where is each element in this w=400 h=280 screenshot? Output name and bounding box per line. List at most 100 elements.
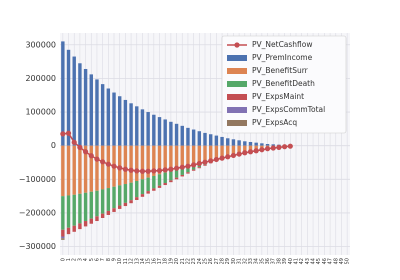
bar (254, 145, 258, 150)
bar (231, 145, 236, 154)
line-marker (173, 165, 180, 171)
legend-label: PV_NetCashflow (252, 40, 313, 49)
bar (191, 169, 196, 171)
bar (61, 145, 65, 197)
line-marker (264, 146, 271, 152)
bar (129, 145, 133, 183)
bar (163, 172, 167, 184)
line-marker (242, 150, 248, 156)
bar (243, 141, 247, 146)
bar (146, 191, 150, 194)
bar (186, 165, 190, 173)
x-tick-label: 45 (316, 258, 322, 264)
x-tick-label: 47 (328, 258, 334, 264)
bar (146, 177, 150, 192)
line-marker (65, 130, 72, 136)
bar (180, 174, 184, 177)
bar (89, 218, 93, 224)
bar (112, 208, 116, 212)
x-tick-label: 9 (112, 258, 118, 261)
legend-swatch (227, 55, 247, 61)
x-tick-label: 34 (254, 258, 260, 264)
bar (152, 145, 156, 176)
bar (135, 106, 139, 146)
legend-swatch (227, 107, 247, 113)
legend-label: PV_BenefitDeath (252, 79, 315, 88)
legend-label: PV_ExpsMaint (252, 92, 304, 101)
bar (135, 197, 139, 201)
bar (83, 221, 88, 227)
x-tick-label: 22 (185, 258, 191, 264)
line-marker (247, 149, 254, 155)
bar (106, 188, 111, 211)
bar (112, 92, 116, 146)
bar (197, 131, 202, 146)
x-tick-label: 35 (259, 258, 265, 264)
bar (157, 185, 162, 188)
x-tick-label: 32 (242, 258, 248, 264)
bar (174, 123, 179, 146)
bar (174, 169, 179, 178)
x-tick-label: 21 (180, 258, 186, 264)
bar (226, 138, 230, 146)
bar (106, 210, 111, 215)
bar (237, 140, 241, 146)
bar (83, 68, 88, 146)
x-tick-label: 10 (117, 258, 123, 264)
x-tick-label: 24 (197, 258, 203, 264)
bar (61, 196, 65, 230)
line-marker (287, 143, 293, 149)
bar (118, 96, 122, 146)
bar (248, 145, 253, 151)
x-tick-label: 0 (60, 258, 66, 261)
legend-swatch (227, 120, 247, 126)
line-marker (179, 164, 185, 170)
bar (66, 49, 71, 146)
bar (220, 136, 224, 146)
line-marker (134, 168, 140, 174)
legend-label: PV_ExpsCommTotal (252, 105, 325, 114)
x-tick-label: 30 (231, 258, 237, 264)
bar (197, 167, 202, 169)
bar (95, 145, 99, 191)
x-tick-label: 25 (203, 258, 209, 264)
bar (66, 145, 71, 196)
bar (271, 144, 275, 146)
y-tick-label: −300000 (19, 242, 56, 251)
x-tick-label: 3 (77, 258, 83, 261)
bar (157, 174, 162, 186)
bar (123, 145, 128, 185)
bar (174, 177, 179, 180)
line-marker (82, 149, 89, 155)
line-marker (168, 166, 174, 172)
bar (203, 164, 207, 166)
x-tick-label: 17 (157, 258, 163, 264)
x-tick-label: 39 (282, 258, 288, 264)
bar (100, 213, 105, 218)
bar (186, 127, 190, 146)
bar (72, 56, 76, 146)
x-tick-label: 38 (276, 258, 282, 264)
bar (118, 205, 122, 209)
x-tick-label: 44 (311, 258, 317, 264)
bar (157, 145, 162, 175)
line-marker (213, 156, 219, 163)
y-tick-label: 300000 (25, 40, 56, 49)
line-marker (71, 139, 77, 145)
bar (135, 145, 139, 181)
x-tick-label: 4 (83, 258, 89, 261)
bar (100, 145, 105, 190)
bar (174, 145, 179, 170)
x-tick-label: 43 (305, 258, 311, 264)
line-marker (105, 161, 111, 167)
bar (72, 194, 76, 226)
bar (254, 142, 258, 146)
line-marker (236, 151, 242, 157)
bar (123, 184, 128, 203)
bar (78, 193, 82, 224)
x-tick-label: 40 (288, 258, 294, 264)
line-marker (128, 167, 134, 173)
bar (129, 103, 133, 146)
line-marker (77, 144, 83, 150)
x-tick-label: 19 (168, 258, 174, 264)
